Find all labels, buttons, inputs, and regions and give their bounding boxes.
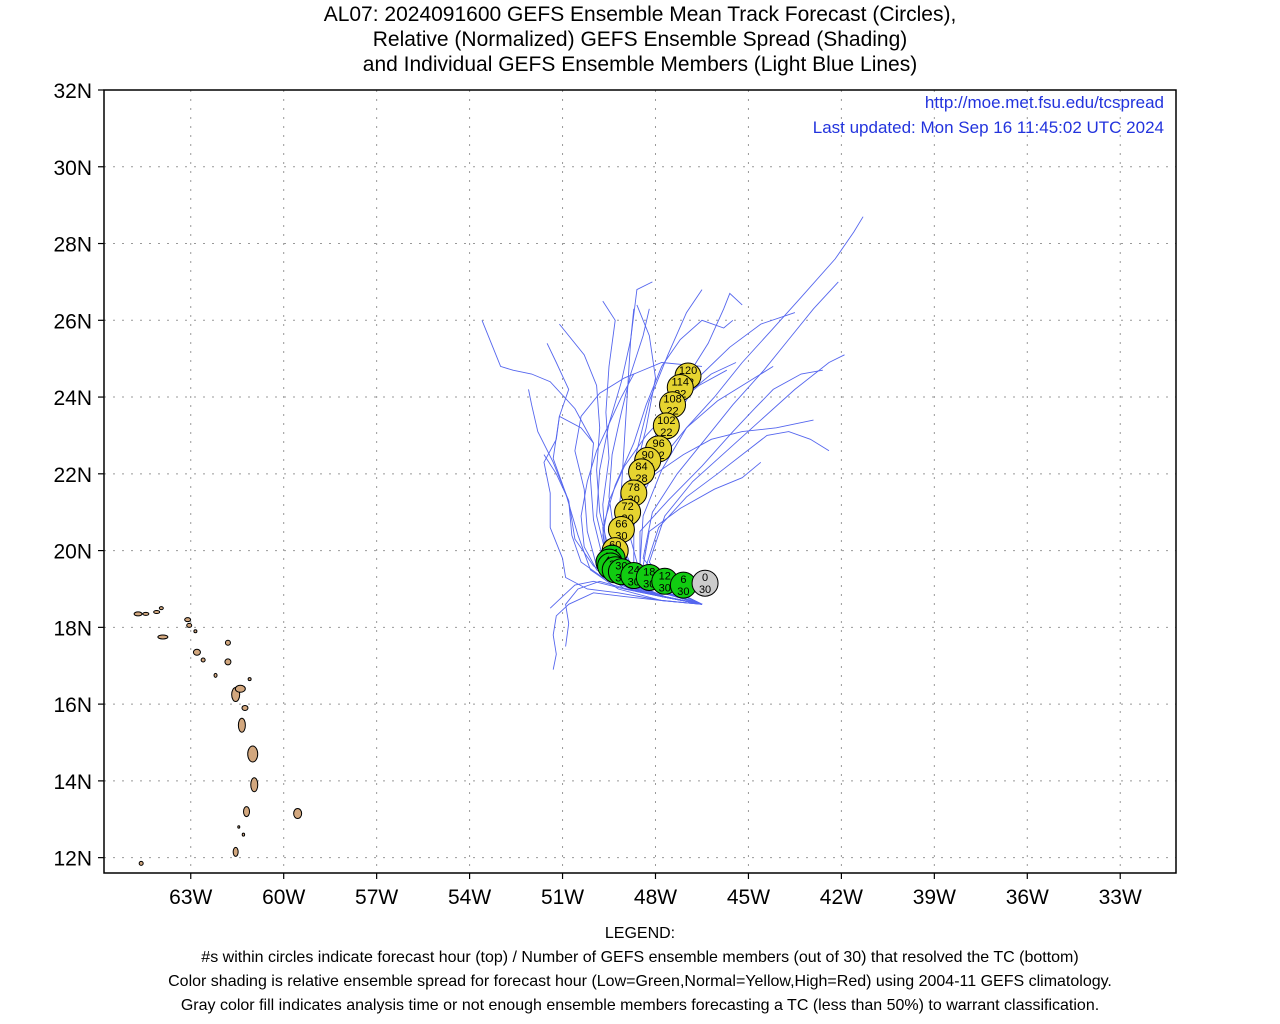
lon-tick-label: 60W [262, 886, 305, 909]
member-count-label: 30 [659, 582, 671, 594]
lat-tick-label: 30N [53, 157, 92, 180]
island [157, 634, 169, 640]
track-circle: 630 [669, 571, 697, 599]
member-track-line [565, 580, 703, 647]
forecast-circle [691, 569, 719, 597]
lat-tick-label: 16N [53, 694, 92, 717]
forecast-hour-label: 90 [642, 449, 654, 461]
lon-tick-label: 54W [448, 886, 491, 909]
island [200, 657, 206, 663]
lat-tick-label: 32N [53, 80, 92, 103]
forecast-hour-label: 0 [702, 572, 708, 584]
lon-tick-label: 45W [727, 886, 770, 909]
legend-line-2: Color shading is relative ensemble sprea… [168, 973, 1112, 990]
member-track-line [543, 415, 703, 605]
longitude-axis: 63W 60W 57W 54W 51W 48W 45W 42W 39W 36W 33W [169, 873, 1142, 909]
ensemble-mean-track: 1202211422108221022296229024842878307230… [595, 362, 719, 599]
track-circle: 030 [691, 569, 719, 597]
island [224, 639, 231, 646]
legend-line-3: Gray color fill indicates analysis time … [180, 997, 1100, 1014]
island [153, 610, 161, 614]
track-map: 1202211422108221022296229024842878307230… [53, 80, 1177, 909]
island [247, 677, 252, 682]
lon-tick-label: 51W [541, 886, 584, 909]
member-count-label: 30 [677, 586, 689, 598]
forecast-hour-label: 18 [643, 566, 655, 578]
island [232, 846, 239, 857]
member-track-line [528, 389, 703, 605]
forecast-hour-label: 108 [663, 394, 681, 406]
lon-tick-label: 36W [1006, 886, 1049, 909]
forecast-hour-label: 120 [679, 365, 697, 377]
island [142, 611, 150, 616]
latitude-axis: 32N 30N 28N 26N 24N 22N 20N 18N 16N 14N 12N [53, 80, 104, 871]
lon-tick-label: 42W [820, 886, 863, 909]
member-count-label: 22 [660, 427, 672, 439]
forecast-hour-label: 114 [672, 376, 690, 388]
island [158, 606, 164, 611]
lat-tick-label: 28N [53, 234, 92, 257]
forecast-hour-label: 96 [652, 438, 664, 450]
forecast-hour-label: 72 [621, 501, 633, 513]
lat-tick-label: 20N [53, 541, 92, 564]
member-track-line [580, 373, 703, 605]
member-track-line [552, 592, 703, 670]
last-updated-text: Last updated: Mon Sep 16 11:45:02 UTC 20… [813, 118, 1164, 137]
member-count-label: 30 [699, 584, 711, 596]
lon-tick-label: 48W [634, 886, 677, 909]
chart-title-line-3: and Individual GEFS Ensemble Members (Li… [362, 53, 918, 76]
island [184, 617, 192, 623]
legend-line-1: #s within circles indicate forecast hour… [201, 949, 1079, 966]
island [193, 629, 198, 634]
caribbean-islands [133, 606, 303, 866]
chart-title-line-1: AL07: 2024091600 GEFS Ensemble Mean Trac… [323, 3, 957, 26]
lon-tick-label: 33W [1099, 886, 1142, 909]
island [247, 745, 259, 763]
forecast-hour-label: 12 [659, 570, 671, 582]
forecast-hour-label: 78 [628, 482, 640, 494]
lon-tick-label: 39W [913, 886, 956, 909]
island [237, 717, 246, 733]
island [213, 672, 218, 678]
island [243, 806, 251, 818]
island [237, 825, 241, 829]
forecast-hour-label: 84 [635, 461, 647, 473]
forecast-hour-label: 66 [615, 518, 627, 530]
plot-frame [103, 89, 1177, 874]
island [133, 611, 143, 617]
island [234, 684, 246, 693]
lat-tick-label: 26N [53, 310, 92, 333]
forecast-hour-label: 6 [680, 574, 686, 586]
lat-tick-label: 24N [53, 387, 92, 410]
lat-tick-label: 22N [53, 464, 92, 487]
lon-tick-label: 57W [355, 886, 398, 909]
lat-tick-label: 14N [53, 771, 92, 794]
island [138, 860, 144, 866]
island [241, 704, 249, 711]
legend-heading: LEGEND: [604, 925, 676, 942]
island [192, 648, 201, 656]
island [293, 808, 303, 820]
source-url-link[interactable]: http://moe.met.fsu.edu/tcspread [925, 93, 1164, 112]
chart-title-line-2: Relative (Normalized) GEFS Ensemble Spre… [372, 28, 908, 51]
lat-tick-label: 18N [53, 617, 92, 640]
island [250, 777, 259, 793]
forecast-hour-label: 102 [657, 415, 675, 427]
island [186, 622, 193, 628]
lat-tick-label: 12N [53, 848, 92, 871]
island [241, 832, 246, 837]
lon-tick-label: 63W [169, 886, 212, 909]
island [224, 658, 232, 666]
